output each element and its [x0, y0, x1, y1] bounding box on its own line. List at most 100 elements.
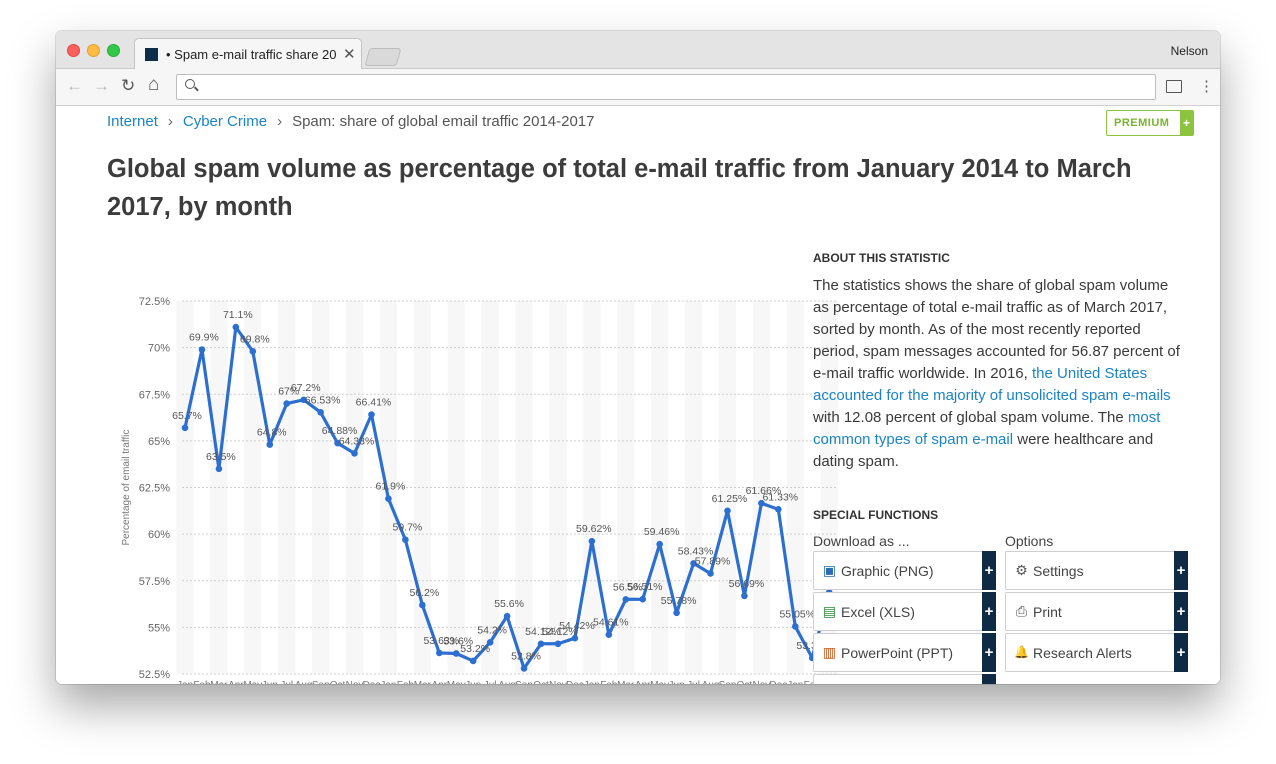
close-window-button[interactable]: [67, 44, 80, 57]
plus-icon: +: [1174, 592, 1188, 631]
data-point: [300, 396, 307, 404]
data-label: 54.42%: [559, 620, 595, 632]
x-tick-label: Mar: [414, 680, 432, 684]
spam-types-link[interactable]: most common types of spam e-mail: [813, 409, 1161, 448]
column-band: [379, 301, 398, 674]
research-alerts-button[interactable]: 🔔 Research Alerts +: [1005, 633, 1188, 672]
research-alerts-label: Research Alerts: [1033, 645, 1132, 661]
browser-tab[interactable]: • Spam e-mail traffic share 20 ✕: [134, 38, 362, 70]
data-point: [368, 411, 375, 418]
settings-label: Settings: [1033, 563, 1084, 579]
breadcrumb-cyber-crime[interactable]: Cyber Crime: [182, 113, 268, 130]
statista-favicon-icon: [145, 48, 158, 61]
column-band: [312, 301, 330, 674]
data-label: 53.2%: [460, 643, 490, 655]
x-tick-label: Oct: [330, 680, 346, 684]
us-spam-link[interactable]: the United States accounted for the majo…: [813, 365, 1171, 404]
data-label: 53.6%: [443, 635, 473, 647]
plus-icon: +: [1174, 633, 1188, 672]
x-tick-label: Oct: [737, 680, 753, 684]
x-tick-label: Apr: [432, 680, 448, 684]
x-tick-label: Jan: [177, 680, 193, 684]
home-icon[interactable]: ⌂: [148, 74, 160, 95]
x-tick-label: Dec: [566, 680, 584, 684]
breadcrumb-internet[interactable]: Internet: [107, 113, 158, 130]
maximize-window-button[interactable]: [107, 44, 120, 57]
browser-window: • Spam e-mail traffic share 20 ✕ Nelson …: [56, 31, 1220, 684]
x-tick-label: Apr: [228, 680, 244, 684]
print-button[interactable]: ⎙ Print +: [1005, 592, 1188, 631]
address-bar[interactable]: [176, 74, 1156, 100]
x-tick-label: Dec: [363, 680, 381, 684]
data-label: 54.12%: [525, 626, 561, 638]
data-label: 71.1%: [223, 309, 253, 321]
x-tick-label: May: [447, 680, 466, 684]
x-tick-label: Nov: [346, 680, 364, 684]
data-label: 56.5%: [613, 581, 643, 593]
plus-icon: +: [982, 592, 996, 631]
download-more-button[interactable]: +: [813, 674, 996, 684]
x-tick-label: Feb: [804, 680, 822, 684]
column-band: [752, 301, 770, 674]
data-label: 66.41%: [356, 397, 392, 409]
tab-title: • Spam e-mail traffic share 20: [166, 47, 337, 62]
about-text-part: with 12.08 percent of global spam volume…: [813, 409, 1128, 426]
data-point: [588, 537, 596, 545]
download-ppt-label: PowerPoint (PPT): [841, 645, 954, 661]
data-label: 57.89%: [695, 555, 731, 567]
browser-menu-icon[interactable]: ⋮: [1199, 78, 1214, 95]
data-point: [317, 409, 324, 416]
breadcrumb-separator: ›: [167, 113, 173, 130]
premium-button[interactable]: PREMIUM +: [1106, 110, 1194, 136]
minimize-window-button[interactable]: [87, 44, 100, 57]
spam-chart: 52.5% 55% 57.5% 60% 62.5% 65% 67.5% 70% 72.5% Per…: [116, 256, 849, 684]
download-xls-label: Excel (XLS): [841, 604, 915, 620]
data-point: [724, 507, 731, 515]
page-title: Global spam volume as percentage of tota…: [107, 155, 1132, 221]
download-png-button[interactable]: ▣ Graphic (PNG) +: [813, 551, 996, 590]
x-tick-label: Nov: [549, 680, 567, 684]
image-icon: ▣: [822, 562, 837, 578]
new-tab-button[interactable]: [364, 48, 402, 66]
data-point: [402, 536, 409, 544]
y-tick-label: 57.5%: [139, 576, 170, 588]
back-arrow-icon[interactable]: ←: [66, 76, 83, 95]
title-bar: • Spam e-mail traffic share 20 ✕ Nelson: [56, 31, 1220, 70]
download-xls-button[interactable]: ▤ Excel (XLS) +: [813, 592, 996, 631]
data-label: 56.69%: [729, 578, 765, 590]
forward-arrow-icon[interactable]: →: [93, 76, 110, 95]
download-ppt-button[interactable]: ▥ PowerPoint (PPT) +: [813, 633, 996, 672]
download-label: Download as ...: [813, 533, 910, 549]
data-point: [469, 657, 477, 665]
x-tick-label: Aug: [498, 680, 516, 684]
y-tick-label: 70%: [148, 343, 170, 355]
x-tick-label: Jun: [262, 680, 278, 684]
plus-icon: +: [982, 633, 996, 672]
settings-button[interactable]: ⚙ Settings +: [1005, 551, 1188, 590]
x-tick-label: Oct: [533, 680, 549, 684]
profile-name[interactable]: Nelson: [1170, 44, 1208, 58]
data-point: [503, 612, 511, 620]
powerpoint-icon: ▥: [822, 644, 837, 660]
cast-icon[interactable]: [1166, 80, 1182, 93]
data-label: 53.63%: [423, 635, 459, 647]
data-label: 56.51%: [627, 581, 663, 593]
x-tick-label: Mar: [617, 680, 635, 684]
x-tick-label: Jun: [465, 680, 481, 684]
reload-icon[interactable]: ↻: [121, 76, 136, 95]
data-point: [435, 649, 443, 657]
plus-icon: +: [982, 551, 996, 590]
x-tick-label: Jul: [484, 680, 497, 684]
data-point: [385, 495, 392, 502]
data-point: [283, 400, 291, 407]
data-point: [520, 665, 528, 672]
y-tick-label: 72.5%: [139, 296, 170, 308]
x-tick-label: Jan: [787, 680, 803, 684]
data-point: [656, 540, 663, 548]
data-label: 59.62%: [576, 523, 612, 535]
tab-close-icon[interactable]: ✕: [343, 46, 356, 63]
y-tick-label: 55%: [148, 622, 170, 634]
breadcrumb: Internet › Cyber Crime › Spam: share of glob…: [107, 113, 594, 130]
breadcrumb-current: Spam: share of global email traffic 2014…: [292, 113, 595, 130]
plus-icon: +: [982, 674, 996, 684]
